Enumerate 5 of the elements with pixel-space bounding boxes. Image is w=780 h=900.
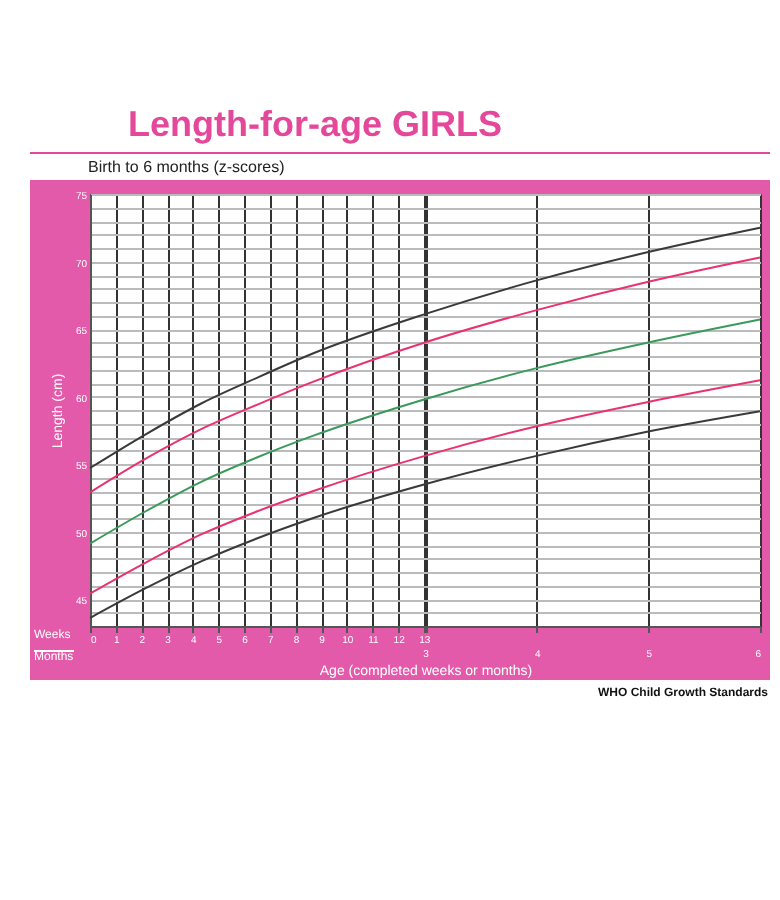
- line-series: [89, 379, 761, 595]
- chart-title: Length-for-age GIRLS: [128, 104, 502, 146]
- chart-subtitle: Birth to 6 months (z-scores): [88, 158, 285, 176]
- line-series: [89, 318, 761, 545]
- line-series: [89, 256, 761, 494]
